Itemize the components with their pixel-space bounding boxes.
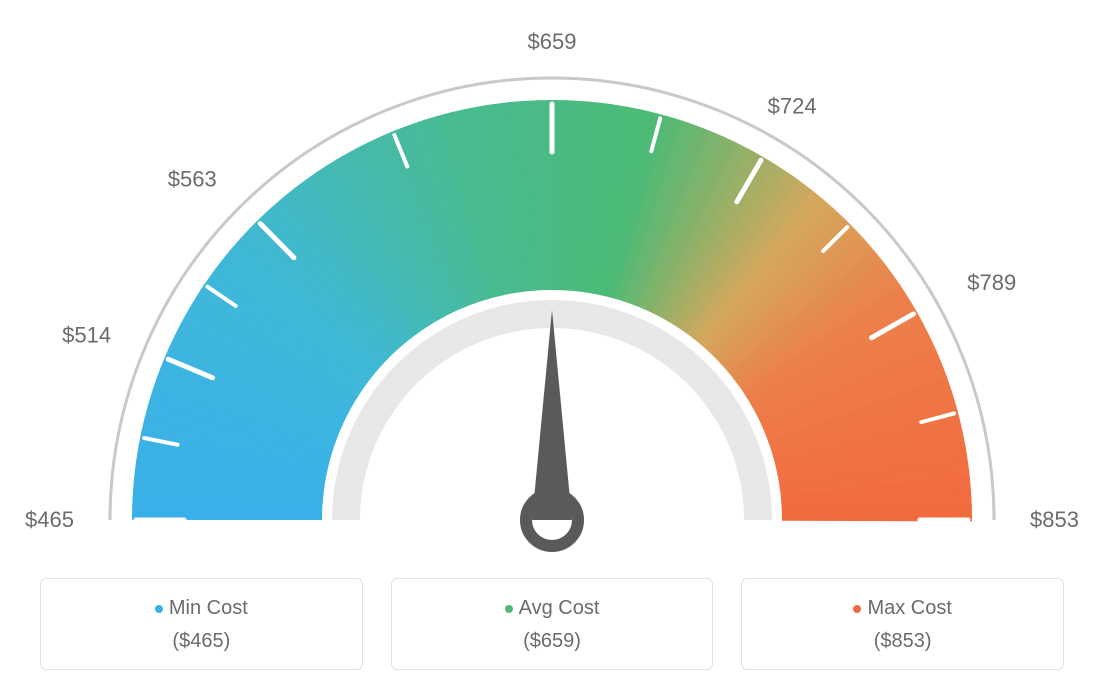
legend-max-box: Max Cost ($853) bbox=[741, 578, 1064, 670]
legend-avg-box: Avg Cost ($659) bbox=[391, 578, 714, 670]
svg-text:$659: $659 bbox=[528, 29, 577, 54]
svg-text:$465: $465 bbox=[25, 507, 74, 532]
gauge-chart: $465 $514 $563 $659 $724 $789 $853 bbox=[0, 0, 1104, 560]
legend-row: Min Cost ($465) Avg Cost ($659) Max Cost… bbox=[0, 578, 1104, 670]
legend-max-label-row: Max Cost bbox=[752, 597, 1053, 620]
legend-min-value: ($465) bbox=[51, 630, 352, 653]
legend-max-dot bbox=[853, 605, 861, 613]
legend-min-label: Min Cost bbox=[169, 597, 248, 620]
svg-text:$789: $789 bbox=[967, 270, 1016, 295]
svg-text:$563: $563 bbox=[168, 166, 217, 191]
svg-text:$514: $514 bbox=[62, 322, 111, 347]
svg-text:$853: $853 bbox=[1030, 507, 1079, 532]
legend-min-dot bbox=[155, 605, 163, 613]
legend-avg-label: Avg Cost bbox=[519, 597, 600, 620]
gauge-svg: $465 $514 $563 $659 $724 $789 $853 bbox=[0, 0, 1104, 560]
legend-avg-value: ($659) bbox=[402, 630, 703, 653]
legend-min-box: Min Cost ($465) bbox=[40, 578, 363, 670]
legend-avg-dot bbox=[505, 605, 513, 613]
legend-max-value: ($853) bbox=[752, 630, 1053, 653]
legend-avg-label-row: Avg Cost bbox=[402, 597, 703, 620]
legend-min-label-row: Min Cost bbox=[51, 597, 352, 620]
legend-max-label: Max Cost bbox=[867, 597, 951, 620]
svg-text:$724: $724 bbox=[768, 94, 817, 119]
